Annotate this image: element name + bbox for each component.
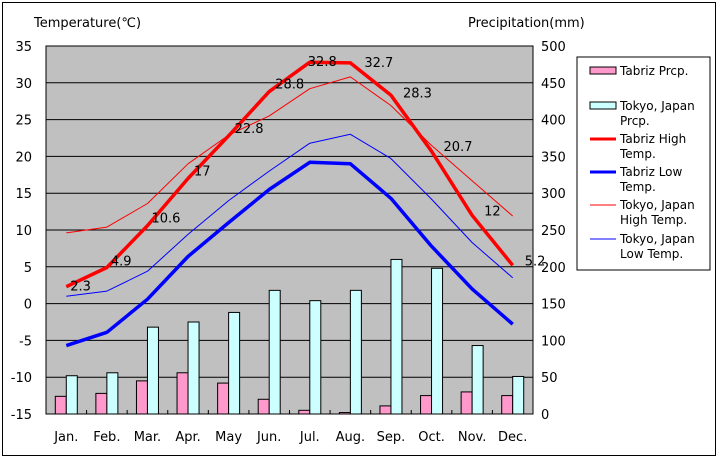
- bar-tabriz-prcp: [176, 372, 189, 415]
- legend-label: High Temp.: [620, 213, 687, 227]
- bar-tokyo-prcp: [228, 311, 241, 415]
- bar-tokyo-prcp: [471, 345, 484, 415]
- x-tick-label: Aug.: [336, 430, 366, 445]
- line-tokyo-japan-low-temp: [66, 133, 514, 297]
- x-tick-label: Mar.: [134, 430, 161, 445]
- data-label: 4.9: [111, 255, 132, 270]
- bar-tabriz-prcp: [54, 395, 67, 415]
- legend-label: Temp.: [619, 147, 656, 161]
- bar-tabriz-prcp: [420, 395, 433, 415]
- left-tick-label: 25: [15, 114, 32, 129]
- right-tick-label: 450: [541, 77, 566, 92]
- left-tick-label: 0: [24, 298, 32, 313]
- right-tick-label: 150: [541, 298, 566, 313]
- data-label: 17: [194, 164, 211, 179]
- legend-label: Temp.: [619, 180, 656, 194]
- x-tick-label: Oct.: [418, 430, 445, 445]
- data-label: 10.6: [151, 212, 180, 227]
- bar-tabriz-prcp: [257, 398, 270, 415]
- left-tick-label: -15: [11, 408, 32, 423]
- x-tick-label: May: [215, 430, 242, 445]
- data-label: 20.7: [444, 140, 473, 155]
- legend-label: Tokyo, Japan: [619, 99, 695, 113]
- right-tick-label: 300: [541, 187, 566, 202]
- x-tick-label: Dec.: [498, 430, 527, 445]
- chart-frame: [2, 2, 716, 456]
- data-label: 22.8: [235, 122, 264, 137]
- bar-tokyo-prcp: [431, 267, 444, 415]
- right-tick-label: 0: [541, 408, 549, 423]
- bar-tabriz-prcp: [460, 391, 473, 415]
- left-axis-title: Temperature(℃): [33, 16, 141, 31]
- bar-tabriz-prcp: [298, 409, 311, 415]
- legend-label: Low Temp.: [620, 247, 683, 261]
- x-tick-label: Jun.: [256, 430, 281, 445]
- bar-tokyo-prcp: [65, 375, 78, 415]
- right-tick-label: 50: [541, 371, 558, 386]
- bar-tabriz-prcp: [338, 412, 351, 415]
- legend-swatch: [589, 101, 617, 110]
- bar-tabriz-prcp: [217, 382, 230, 415]
- bar-tokyo-prcp: [390, 258, 403, 415]
- left-tick-label: 10: [15, 224, 32, 239]
- bar-tabriz-prcp: [379, 405, 392, 415]
- line-tabriz-low-temp: [65, 160, 514, 348]
- legend-label: Tabriz Low: [619, 165, 683, 179]
- left-tick-label: 5: [24, 261, 32, 276]
- legend-label: Prcp.: [620, 114, 650, 128]
- bar-tokyo-prcp: [106, 372, 119, 415]
- bar-tabriz-prcp: [95, 392, 108, 415]
- left-tick-label: 20: [15, 150, 32, 165]
- right-tick-label: 250: [541, 224, 566, 239]
- legend-label: Tokyo, Japan: [619, 198, 695, 212]
- data-label: 32.7: [364, 56, 393, 71]
- bar-tabriz-prcp: [135, 380, 148, 415]
- data-label: 12: [484, 204, 501, 219]
- data-label: 2.3: [70, 280, 91, 295]
- line-tabriz-high-temp: [65, 60, 515, 289]
- legend-box: [576, 56, 711, 271]
- legend-label: Tabriz High: [619, 132, 686, 146]
- x-tick-label: Feb.: [93, 430, 120, 445]
- legend-label: Tokyo, Japan: [619, 232, 695, 246]
- x-tick-label: Jul.: [299, 430, 320, 445]
- data-label: 32.8: [308, 55, 337, 70]
- left-tick-label: 30: [15, 77, 32, 92]
- x-tick-label: Apr.: [175, 430, 200, 445]
- bar-tabriz-prcp: [501, 395, 514, 415]
- bar-tokyo-prcp: [268, 289, 281, 415]
- right-tick-label: 500: [541, 40, 566, 55]
- left-tick-label: 15: [15, 187, 32, 202]
- bar-tokyo-prcp: [146, 326, 159, 415]
- legend-swatch: [589, 66, 617, 75]
- right-axis-title: Precipitation(mm): [468, 16, 585, 31]
- line-tokyo-japan-high-temp: [66, 76, 514, 234]
- left-tick-label: -10: [11, 371, 32, 386]
- legend-label: Tabriz Prcp.: [619, 64, 688, 78]
- data-label: 28.3: [403, 86, 432, 101]
- data-label: 5.2: [525, 254, 546, 269]
- right-tick-label: 350: [541, 150, 566, 165]
- x-tick-label: Nov.: [458, 430, 487, 445]
- x-tick-label: Jan.: [53, 430, 78, 445]
- left-tick-label: 35: [15, 40, 32, 55]
- bar-tokyo-prcp: [187, 321, 200, 415]
- data-label: 28.8: [275, 78, 304, 93]
- x-tick-label: Sep.: [377, 430, 406, 445]
- bar-tokyo-prcp: [512, 375, 525, 415]
- left-tick-label: -5: [19, 334, 32, 349]
- right-tick-label: 200: [541, 261, 566, 276]
- bar-tokyo-prcp: [309, 300, 322, 415]
- right-tick-label: 400: [541, 114, 566, 129]
- bar-tokyo-prcp: [349, 289, 362, 415]
- right-tick-label: 100: [541, 334, 566, 349]
